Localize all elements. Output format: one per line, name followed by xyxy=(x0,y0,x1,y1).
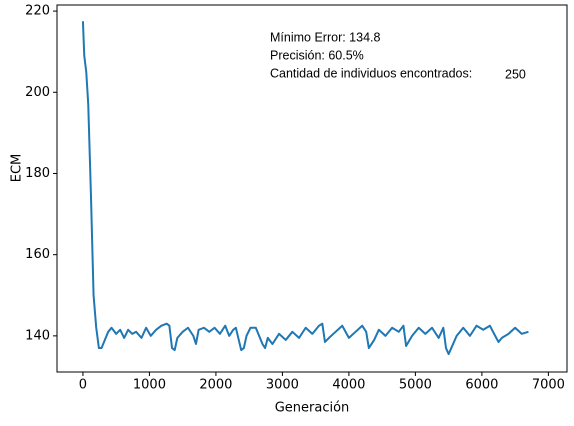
x-tick-label: 7000 xyxy=(532,378,565,393)
y-tick-label: 180 xyxy=(25,166,50,181)
x-tick-label: 3000 xyxy=(266,378,299,393)
x-tick-label: 1000 xyxy=(133,378,166,393)
y-tick-label: 160 xyxy=(25,247,50,262)
x-axis-label: Generación xyxy=(275,401,350,416)
line-series xyxy=(81,21,529,356)
annotation: 250 xyxy=(505,67,526,81)
annotation: Cantidad de individuos encontrados: xyxy=(270,66,472,80)
y-tick-label: 220 xyxy=(25,4,50,19)
x-tick-label: 6000 xyxy=(465,378,498,393)
y-tick-label: 200 xyxy=(25,85,50,100)
y-tick-label: 140 xyxy=(25,328,50,343)
x-tick-label: 4000 xyxy=(332,378,365,393)
x-tick-label: 0 xyxy=(79,378,87,393)
x-tick-label: 2000 xyxy=(199,378,232,393)
y-axis-label: ECM xyxy=(10,154,25,183)
x-tick-label: 5000 xyxy=(399,378,432,393)
plot-frame xyxy=(56,4,568,373)
annotation: Precisión: 60.5% xyxy=(270,48,364,62)
annotation: Mínimo Error: 134.8 xyxy=(270,30,381,44)
